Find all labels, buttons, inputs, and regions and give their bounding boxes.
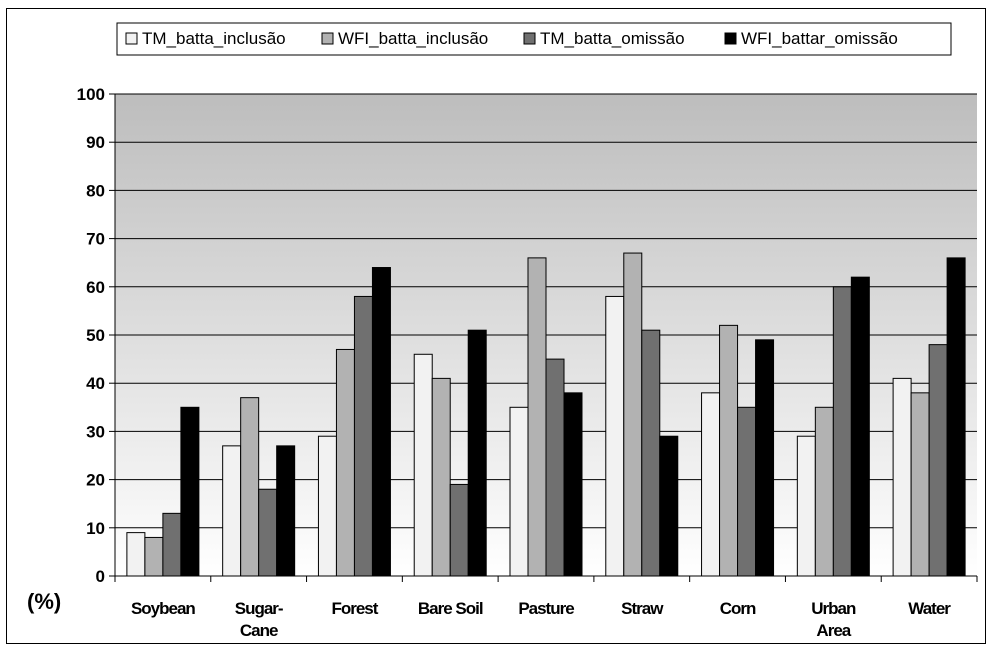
legend-label-4: WFI_battar_omissão <box>741 29 898 48</box>
x-tick-label: Bare Soil <box>418 599 483 618</box>
legend-label-2: WFI_batta_inclusão <box>338 29 488 48</box>
bar-4-series-3 <box>449 483 469 577</box>
y-tick-labels: 0 10 20 30 40 50 60 70 80 90 100 <box>77 85 105 586</box>
x-tick-label-line: Water <box>908 599 951 618</box>
bar-5-series-4 <box>563 392 583 577</box>
legend-swatch-2 <box>321 32 334 45</box>
y-tick-label: 30 <box>86 422 105 441</box>
bar-4-series-4 <box>467 329 487 577</box>
y-tick-label: 50 <box>86 326 105 345</box>
x-tick-label: Sugar- Cane <box>235 599 283 640</box>
y-tick-label: 80 <box>86 181 105 200</box>
bar-1-series-1 <box>126 532 146 577</box>
x-tick-label-line: Corn <box>720 599 756 618</box>
bar-4-series-2 <box>431 377 451 577</box>
x-tick-label-line: Soybean <box>131 599 195 618</box>
x-tick-label-line: Bare Soil <box>418 599 483 618</box>
bar-6-series-1 <box>605 295 625 577</box>
x-tick-label: Straw <box>621 599 664 618</box>
bar-8-series-2 <box>814 406 834 577</box>
bar-4-series-1 <box>413 353 433 577</box>
bar-3-series-3 <box>353 295 373 577</box>
legend: TM_batta_inclusão WFI_batta_inclusão TM_ba… <box>116 22 952 56</box>
axes <box>109 93 978 582</box>
bar-8-series-3 <box>832 286 852 577</box>
legend-label-1: TM_batta_inclusão <box>142 29 286 48</box>
bar-2-series-2 <box>240 397 260 577</box>
bar-9-series-2 <box>910 392 930 577</box>
bar-6-series-3 <box>641 329 661 577</box>
bar-2-series-1 <box>222 445 242 577</box>
bar-5-series-2 <box>527 257 547 577</box>
x-tick-labels: Soybean Sugar- Cane Forest Bare Soil Pasture S… <box>131 599 952 640</box>
y-tick-label: 20 <box>86 471 105 490</box>
x-tick-label-line: Pasture <box>518 599 574 618</box>
bar-2-series-4 <box>276 445 296 577</box>
bar-chart: TM_batta_inclusão WFI_batta_inclusão TM_ba… <box>27 22 978 640</box>
x-tick-label-line: Urban <box>811 599 856 618</box>
bar-1-series-2 <box>144 536 164 577</box>
x-tick-label-line: Straw <box>621 599 664 618</box>
y-tick-label: 100 <box>77 85 105 104</box>
bar-1-series-3 <box>162 512 182 577</box>
bar-7-series-3 <box>737 406 757 577</box>
bar-9-series-3 <box>928 344 948 577</box>
legend-swatch-1 <box>125 32 138 45</box>
bar-7-series-4 <box>755 339 775 577</box>
y-tick-label: 70 <box>86 230 105 249</box>
bar-6-series-2 <box>623 252 643 577</box>
bar-9-series-1 <box>892 377 912 577</box>
x-tick-label: Forest <box>331 599 378 618</box>
bar-2-series-3 <box>258 488 278 577</box>
bar-5-series-3 <box>545 358 565 577</box>
bar-9-series-4 <box>946 257 966 577</box>
x-tick-label: Urban Area <box>811 599 856 640</box>
chart-frame: TM_batta_inclusão WFI_batta_inclusão TM_ba… <box>6 8 986 644</box>
bar-3-series-4 <box>371 267 391 577</box>
x-tick-label-line: Cane <box>240 621 278 640</box>
y-tick-label: 0 <box>96 567 105 586</box>
bar-3-series-1 <box>317 435 337 577</box>
y-tick-label: 60 <box>86 278 105 297</box>
bar-5-series-1 <box>509 406 529 577</box>
y-tick-label: 40 <box>86 374 105 393</box>
x-tick-label: Soybean <box>131 599 195 618</box>
x-tick-label-line: Area <box>816 621 851 640</box>
y-tick-label: 10 <box>86 519 105 538</box>
bar-7-series-2 <box>719 324 739 577</box>
bar-1-series-4 <box>180 406 200 577</box>
x-tick-label: Corn <box>720 599 756 618</box>
bar-8-series-4 <box>850 276 870 577</box>
bar-3-series-2 <box>335 348 355 577</box>
bar-7-series-1 <box>701 392 721 577</box>
y-tick-label: 90 <box>86 133 105 152</box>
legend-label-3: TM_batta_omissão <box>540 29 685 48</box>
y-unit-label: (%) <box>27 589 61 614</box>
bar-6-series-4 <box>659 435 679 577</box>
x-tick-label-line: Sugar- <box>235 599 283 618</box>
x-tick-label: Water <box>908 599 951 618</box>
legend-swatch-4 <box>724 32 737 45</box>
legend-swatch-3 <box>523 32 536 45</box>
bars <box>126 252 966 577</box>
x-tick-label: Pasture <box>518 599 574 618</box>
x-tick-label-line: Forest <box>331 599 378 618</box>
bar-8-series-1 <box>796 435 816 577</box>
